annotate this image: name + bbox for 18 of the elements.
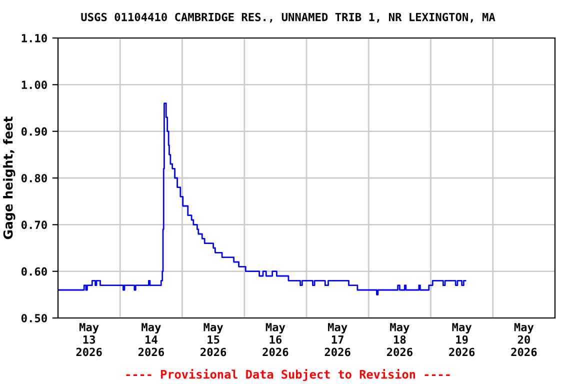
y-tick-label: 1.10 (22, 34, 47, 42)
y-tick-label: 0.50 (21, 314, 47, 322)
x-tick-label: May 18 2026 (386, 323, 412, 356)
x-tick-label: May 19 2026 (449, 323, 475, 356)
chart-title: USGS 01104410 CAMBRIDGE RES., UNNAMED TRIB 1, NR LEXINGTON, MA (81, 12, 496, 23)
y-axis-title: Gage height, feet (3, 116, 16, 240)
y-tick-label: 0.70 (21, 220, 47, 230)
x-tick-label: May 15 2026 (200, 323, 226, 356)
x-tick-label: May 20 2026 (511, 323, 537, 356)
x-tick-label: May 16 2026 (262, 323, 288, 356)
y-tick-label: 0.80 (21, 174, 47, 182)
x-tick-label: May 13 2026 (76, 323, 102, 356)
x-tick-label: May 17 2026 (324, 323, 350, 356)
x-tick-label: May 14 2026 (138, 323, 164, 356)
text: ---- Provisional Data Subject to Revision ---- (126, 368, 450, 382)
y-tick-label: 0.90 (21, 127, 47, 136)
y-tick-label: 1.00 (22, 80, 47, 90)
y-tick-label: 0.60 (21, 267, 47, 276)
